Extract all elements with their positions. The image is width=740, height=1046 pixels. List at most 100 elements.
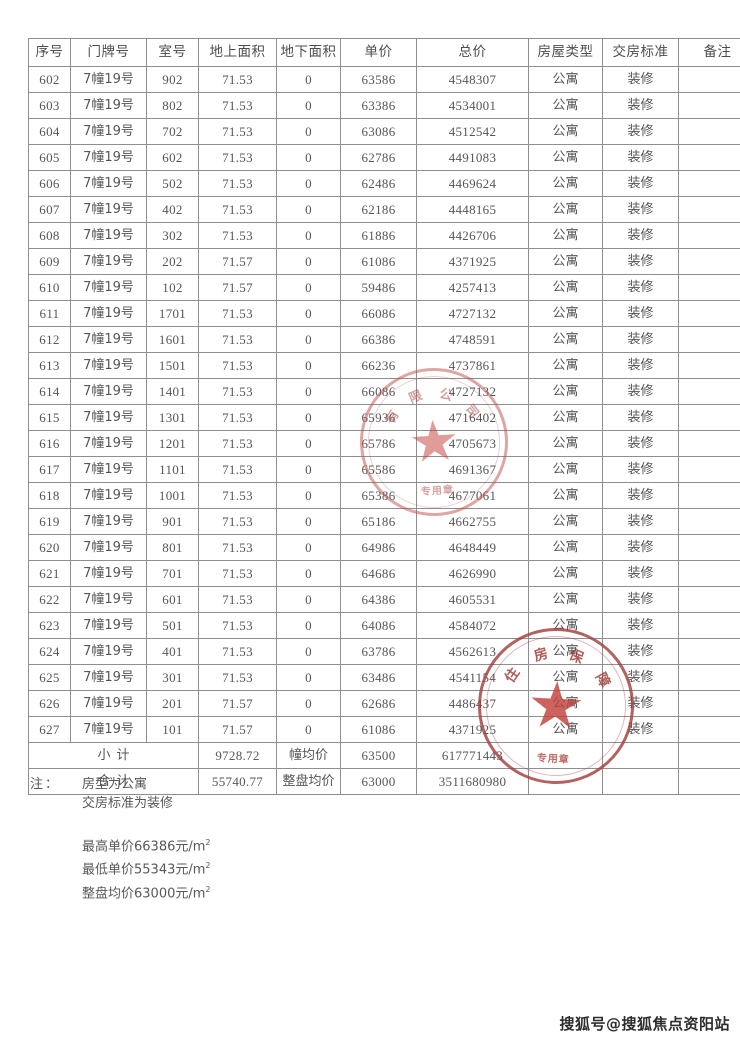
cell-total-price: 4469624 [416, 170, 529, 197]
cell-unit-price: 62786 [340, 144, 417, 171]
cell-seq: 622 [28, 586, 71, 613]
cell-delivery-standard: 装修 [602, 534, 679, 561]
cell-seq: 618 [28, 482, 71, 509]
cell-door-no: 7幢19号 [70, 248, 147, 275]
cell-door-no: 7幢19号 [70, 560, 147, 587]
cell-remark [678, 482, 740, 509]
table-row: 604 7幢19号 702 71.53 0 63086 4512542 公寓 装修 [28, 118, 740, 145]
cell-below-area: 0 [276, 508, 341, 535]
cell-seq: 625 [28, 664, 71, 691]
table-row: 621 7幢19号 701 71.53 0 64686 4626990 公寓 装修 [28, 560, 740, 587]
cell-house-type: 公寓 [528, 482, 603, 509]
table-row: 602 7幢19号 902 71.53 0 63586 4548307 公寓 装修 [28, 66, 740, 93]
cell-door-no: 7幢19号 [70, 118, 147, 145]
table-row: 611 7幢19号 1701 71.53 0 66086 4727132 公寓 装修 [28, 300, 740, 327]
cell-total-price: 4371925 [416, 248, 529, 275]
cell-above-area: 71.53 [198, 92, 277, 119]
cell-total-price: 4486437 [416, 690, 529, 717]
cell-below-area: 0 [276, 92, 341, 119]
cell-total-price: 4426706 [416, 222, 529, 249]
cell-delivery-standard: 装修 [602, 300, 679, 327]
cell-room-no: 102 [146, 274, 199, 301]
cell-unit-price: 63086 [340, 118, 417, 145]
cell-seq: 616 [28, 430, 71, 457]
column-header-remark: 备注 [678, 38, 740, 67]
cell-door-no: 7幢19号 [70, 66, 147, 93]
cell-remark [678, 612, 740, 639]
cell-unit-price: 62486 [340, 170, 417, 197]
cell-room-no: 601 [146, 586, 199, 613]
cell-above-area: 71.57 [198, 274, 277, 301]
cell-total-price: 4534001 [416, 92, 529, 119]
cell-house-type: 公寓 [528, 170, 603, 197]
table-row: 620 7幢19号 801 71.53 0 64986 4648449 公寓 装修 [28, 534, 740, 561]
cell-unit-price: 63486 [340, 664, 417, 691]
table-row: 617 7幢19号 1101 71.53 0 65586 4691367 公寓 装修 [28, 456, 740, 483]
note-metric-text: 最高单价66386元/m [82, 839, 206, 855]
table-body: 602 7幢19号 902 71.53 0 63586 4548307 公寓 装修 603 7幢19… [28, 66, 740, 795]
cell-door-no: 7幢19号 [70, 196, 147, 223]
cell-room-no: 1601 [146, 326, 199, 353]
cell-seq: 620 [28, 534, 71, 561]
cell-unit-price: 62186 [340, 196, 417, 223]
cell-room-no: 1701 [146, 300, 199, 327]
cell-house-type: 公寓 [528, 378, 603, 405]
cell-house-type: 公寓 [528, 66, 603, 93]
cell-house-type: 公寓 [528, 508, 603, 535]
cell-house-type: 公寓 [528, 404, 603, 431]
cell-remark [678, 560, 740, 587]
cell-house-type: 公寓 [528, 560, 603, 587]
table-row: 606 7幢19号 502 71.53 0 62486 4469624 公寓 装修 [28, 170, 740, 197]
cell-seq: 614 [28, 378, 71, 405]
table-row: 623 7幢19号 501 71.53 0 64086 4584072 公寓 装修 [28, 612, 740, 639]
cell-house-type: 公寓 [528, 196, 603, 223]
cell-total-price: 4727132 [416, 378, 529, 405]
note-metric-unit-exponent: 2 [205, 861, 211, 871]
cell-remark [678, 326, 740, 353]
cell-total-price: 4512542 [416, 118, 529, 145]
cell-seq: 613 [28, 352, 71, 379]
cell-house-type: 公寓 [528, 300, 603, 327]
column-header-total-price: 总价 [416, 38, 529, 67]
cell-above-area: 71.53 [198, 300, 277, 327]
cell-delivery-standard: 装修 [602, 352, 679, 379]
cell-house-type: 公寓 [528, 222, 603, 249]
cell-above-area: 71.53 [198, 430, 277, 457]
cell-house-type: 公寓 [528, 430, 603, 457]
column-header-unit-price: 单价 [340, 38, 417, 67]
cell-delivery-standard: 装修 [602, 716, 679, 743]
column-header-room-no: 室号 [146, 38, 199, 67]
cell-room-no: 902 [146, 66, 199, 93]
column-header-door-no: 门牌号 [70, 38, 147, 67]
cell-house-type: 公寓 [528, 664, 603, 691]
cell-below-area: 0 [276, 300, 341, 327]
cell-house-type: 公寓 [528, 274, 603, 301]
cell-house-type: 公寓 [528, 716, 603, 743]
cell-above-area: 71.53 [198, 404, 277, 431]
cell-above-area: 71.53 [198, 638, 277, 665]
note-primary-row: 注： 房型为公寓 交房标准为装修 [30, 775, 211, 813]
cell-delivery-standard: 装修 [602, 118, 679, 145]
cell-seq: 610 [28, 274, 71, 301]
cell-seq: 609 [28, 248, 71, 275]
cell-remark [678, 638, 740, 665]
table-row: 613 7幢19号 1501 71.53 0 66236 4737861 公寓 装修 [28, 352, 740, 379]
cell-remark [678, 248, 740, 275]
cell-delivery-standard: 装修 [602, 638, 679, 665]
cell-house-type: 公寓 [528, 586, 603, 613]
cell-above-area: 71.53 [198, 534, 277, 561]
cell-room-no: 402 [146, 196, 199, 223]
summary-total-price: 617771443 [416, 742, 529, 769]
summary-average-price: 63000 [340, 768, 417, 795]
cell-below-area: 0 [276, 196, 341, 223]
cell-delivery-standard: 装修 [602, 456, 679, 483]
cell-house-type: 公寓 [528, 144, 603, 171]
summary-average-price-label: 整盘均价 [276, 768, 341, 795]
cell-unit-price: 59486 [340, 274, 417, 301]
cell-below-area: 0 [276, 170, 341, 197]
cell-below-area: 0 [276, 66, 341, 93]
cell-delivery-standard: 装修 [602, 664, 679, 691]
cell-unit-price: 61886 [340, 222, 417, 249]
table-header: 序号 门牌号 室号 地上面积 地下面积 单价 总价 房屋类型 交房标准 备注 [28, 38, 740, 67]
summary-label: 小计 [28, 742, 199, 769]
